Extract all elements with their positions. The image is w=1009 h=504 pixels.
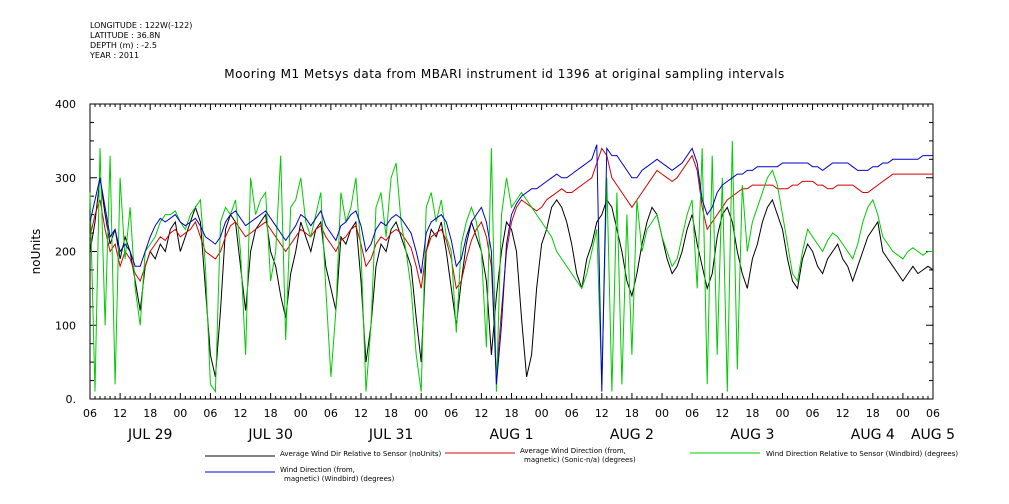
x-tick-label: 18 (505, 407, 519, 420)
y-tick-label: 300 (55, 172, 76, 185)
legend-label-0: Average Wind Dir Relative to Sensor (noU… (280, 450, 441, 458)
x-tick-label: 12 (113, 407, 127, 420)
x-date-label: AUG 3 (730, 427, 774, 443)
x-tick-label: 06 (444, 407, 458, 420)
x-tick-label: 06 (324, 407, 338, 420)
series-line-2 (89, 140, 933, 394)
x-tick-label: 18 (143, 407, 157, 420)
legend-label-2: Wind Direction Relative to Sensor (Windb… (766, 450, 958, 458)
x-tick-label: 00 (535, 407, 549, 420)
series-line-3 (89, 144, 933, 392)
x-tick-label: 00 (414, 407, 428, 420)
meta-latitude: LATITUDE : 36.8N (90, 31, 161, 40)
y-tick-label: 100 (55, 319, 76, 332)
x-tick-label: 06 (685, 407, 699, 420)
x-tick-label: 06 (203, 407, 217, 420)
x-tick-label: 12 (234, 407, 248, 420)
meta-longitude: LONGITUDE : 122W(-122) (90, 21, 193, 30)
x-tick-label: 06 (926, 407, 940, 420)
x-tick-label: 12 (354, 407, 368, 420)
metadata-block: LONGITUDE : 122W(-122) LATITUDE : 36.8N … (90, 21, 192, 61)
legend-label-3: Wind Direction (from, magnetic) (Windbird… (280, 466, 395, 483)
legend: Average Wind Dir Relative to Sensor (noU… (205, 447, 958, 483)
x-tick-label: 12 (836, 407, 850, 420)
x-tick-label: 12 (715, 407, 729, 420)
x-tick-label: 06 (806, 407, 820, 420)
series-line-1 (89, 147, 933, 377)
x-tick-label: 18 (264, 407, 278, 420)
x-tick-label: 00 (896, 407, 910, 420)
meta-depth: DEPTH (m) : -2.5 (90, 41, 157, 50)
meta-year: YEAR : 2011 (90, 51, 140, 60)
x-tick-label: 18 (745, 407, 759, 420)
y-tick-label: 0. (66, 393, 77, 406)
x-tick-label: 18 (625, 407, 639, 420)
legend-label-1: Average Wind Direction (from, magnetic) (… (520, 447, 636, 464)
x-date-label: JUL 29 (127, 427, 172, 443)
x-tick-label: 00 (173, 407, 187, 420)
series-lines (89, 140, 934, 394)
axis-ticks (89, 103, 934, 400)
x-date-label: AUG 4 (851, 427, 895, 443)
y-axis-label: noUnits (29, 229, 43, 275)
x-tick-label: 18 (384, 407, 398, 420)
x-date-label: AUG 2 (610, 427, 654, 443)
chart-title: Mooring M1 Metsys data from MBARI instru… (224, 67, 785, 81)
x-tick-label: 00 (655, 407, 669, 420)
x-tick-label: 06 (83, 407, 97, 420)
x-tick-label: 00 (775, 407, 789, 420)
x-date-label: AUG 5 (911, 427, 955, 443)
x-tick-label: 18 (866, 407, 880, 420)
x-date-label: AUG 1 (489, 427, 533, 443)
x-tick-label: 12 (595, 407, 609, 420)
x-tick-label: 06 (565, 407, 579, 420)
y-tick-label: 400 (55, 98, 76, 111)
x-tick-label: 00 (294, 407, 308, 420)
x-date-label: JUL 31 (368, 427, 413, 443)
x-tick-label: 12 (474, 407, 488, 420)
y-tick-label: 200 (55, 246, 76, 259)
axis-labels: 0. 100 200 300 400 06 12 18 00 06 12 18 00 06 12 18 00 06… (55, 98, 955, 443)
x-date-label: JUL 30 (247, 427, 292, 443)
